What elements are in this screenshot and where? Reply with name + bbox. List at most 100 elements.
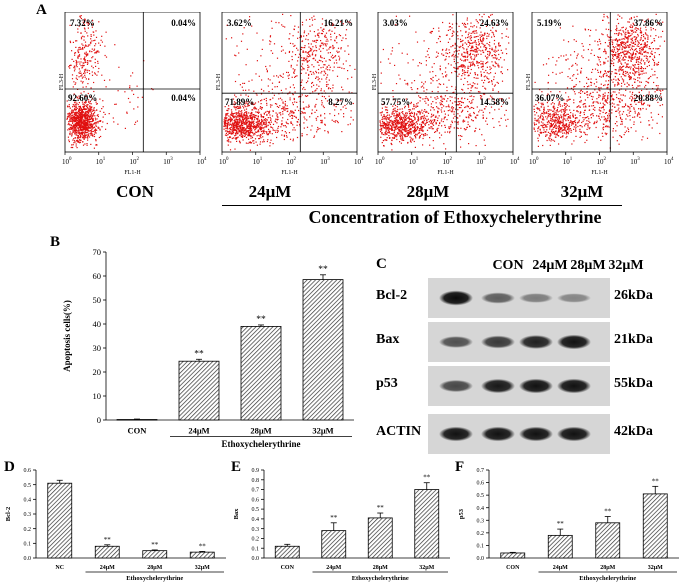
- svg-text:4: 4: [517, 157, 520, 162]
- quadrant-value-q_ur: 16.21%: [324, 18, 353, 28]
- x-axis-label: Ethoxychelerythrine: [579, 575, 636, 582]
- bar-2: [142, 550, 168, 559]
- y-tick-label: 0.8: [252, 478, 260, 484]
- y-tick-label: 40: [93, 319, 102, 329]
- bax-chart: 0.0 0.1 0.2 0.3 0.4 0.5 0.6 0.7 0.8 0.9 Bax CON ** 24…: [233, 468, 450, 582]
- blot-column-label: 32μM: [608, 258, 644, 273]
- significance-mark: **: [652, 477, 660, 485]
- bar-0: [500, 552, 526, 559]
- quadrant-value-q_ur: 37.86%: [634, 18, 663, 28]
- y-axis-label: Bcl-2: [5, 507, 12, 521]
- flow-cytometry-row: 7.32% 0.04% 92.60% 0.04% 10 0 10 1 10 2 10 3 10 4 FL1-…: [0, 0, 685, 176]
- y-tick-label: 0.6: [24, 468, 32, 474]
- quadrant-value-q_ul: 3.03%: [383, 18, 408, 28]
- svg-text:1: 1: [103, 157, 106, 162]
- x-axis-label: Ethoxychelerythrine: [126, 575, 183, 582]
- y-tick-label: 50: [93, 295, 102, 305]
- significance-mark: **: [330, 514, 338, 522]
- blot-band: [439, 379, 473, 393]
- blot-band: [439, 336, 473, 348]
- flow-scatter-points: [533, 13, 666, 149]
- svg-text:10: 10: [62, 158, 70, 166]
- blot-column-label: CON: [492, 258, 524, 273]
- y-axis-label: Bax: [233, 508, 240, 520]
- svg-text:10: 10: [197, 158, 205, 166]
- apoptosis-chart: 0 10 20 30 40 50 60 70 Apoptosis cells(%) CON ** 24…: [62, 247, 354, 449]
- svg-text:10: 10: [409, 158, 417, 166]
- quadrant-value-q_lr: 20.88%: [634, 93, 663, 103]
- svg-text:2: 2: [450, 157, 453, 162]
- flow-label-con: CON: [116, 182, 154, 201]
- y-tick-label: 0.3: [252, 527, 260, 533]
- svg-text:10: 10: [320, 158, 328, 166]
- y-tick-label: 0.5: [477, 493, 485, 499]
- blot-band: [481, 378, 515, 394]
- blot-band: [519, 378, 553, 394]
- quadrant-value-q_ll: 92.60%: [68, 93, 97, 103]
- x-tick-label: 24μM: [188, 426, 209, 436]
- significance-mark: **: [199, 542, 207, 550]
- svg-text:0: 0: [382, 157, 385, 162]
- panel-label-a: A: [36, 2, 47, 18]
- y-axis-label: Apoptosis cells(%): [62, 300, 72, 372]
- flow-scatter-points: [66, 15, 154, 149]
- svg-text:3: 3: [483, 157, 486, 162]
- concentration-title: Concentration of Ethoxychelerythrine: [308, 207, 602, 227]
- y-tick-label: 10: [93, 391, 102, 401]
- svg-text:10: 10: [476, 158, 484, 166]
- y-tick-label: 0.3: [24, 512, 32, 518]
- svg-text:10: 10: [96, 158, 104, 166]
- flow-label-24: 24μM: [248, 182, 292, 201]
- y-tick-label: 0.4: [24, 497, 32, 503]
- quadrant-value-q_ur: 0.04%: [171, 18, 196, 28]
- x-tick-label: CON: [281, 565, 295, 571]
- bar-2: [367, 517, 393, 559]
- blot-band: [557, 334, 591, 350]
- blot-band: [519, 426, 553, 442]
- blot-row-label: Bax: [376, 332, 400, 347]
- quadrant-value-q_ll: 57.75%: [381, 97, 410, 107]
- blot-band: [481, 335, 515, 349]
- x-tick-label: NC: [55, 565, 64, 571]
- flow-scatter-points: [379, 13, 510, 151]
- y-tick-label: 0.1: [24, 541, 32, 547]
- svg-text:4: 4: [204, 157, 207, 162]
- flow-label-32: 32μM: [560, 182, 604, 201]
- y-tick-label: 20: [93, 367, 102, 377]
- flow-panel-1: 3.62% 16.21%71.89% 8.27%10 0 10 1 10 2 10 3 10 4FL1…: [216, 12, 364, 176]
- quadrant-value-q_ul: 5.19%: [537, 18, 562, 28]
- quadrant-value-q_ul: 3.62%: [227, 18, 252, 28]
- svg-text:4: 4: [361, 157, 364, 162]
- x-tick-label: 28μM: [600, 565, 615, 571]
- svg-text:0: 0: [226, 157, 229, 162]
- x-tick-label: 28μM: [250, 426, 271, 436]
- significance-mark: **: [377, 504, 385, 512]
- svg-text:3: 3: [170, 157, 173, 162]
- y-tick-label: 0.2: [252, 537, 260, 543]
- blot-row-label: p53: [376, 376, 398, 391]
- svg-text:10: 10: [443, 158, 451, 166]
- blot-band: [481, 426, 515, 442]
- svg-text:10: 10: [130, 158, 138, 166]
- bar-2: [595, 522, 621, 559]
- y-tick-label: 0: [97, 415, 101, 425]
- svg-text:10: 10: [375, 158, 383, 166]
- y-tick-label: 0.4: [252, 517, 260, 523]
- flow-panel-3: 5.19% 37.86%36.07% 20.88%10 0 10 1 10 2 10 3 10 4FL…: [526, 12, 674, 176]
- significance-mark: **: [194, 349, 204, 359]
- western-blot: CON 24μM 28μM 32μM Bcl-2 26kDa Bax 21kDa p53 55kD…: [376, 258, 681, 458]
- y-tick-label: 0.6: [252, 497, 260, 503]
- bar-0: [47, 482, 73, 559]
- quadrant-value-q_lr: 14.58%: [480, 97, 509, 107]
- significance-mark: **: [256, 315, 266, 325]
- svg-text:1: 1: [416, 157, 419, 162]
- y-tick-label: 0.1: [252, 546, 260, 552]
- svg-text:10: 10: [354, 158, 362, 166]
- svg-text:10: 10: [287, 158, 295, 166]
- bar-3: [189, 551, 215, 559]
- flow-scatter-points: [223, 13, 356, 151]
- x-tick-label: 32μM: [195, 565, 210, 571]
- x-tick-label: CON: [128, 426, 148, 436]
- blot-row-label: ACTIN: [376, 424, 422, 439]
